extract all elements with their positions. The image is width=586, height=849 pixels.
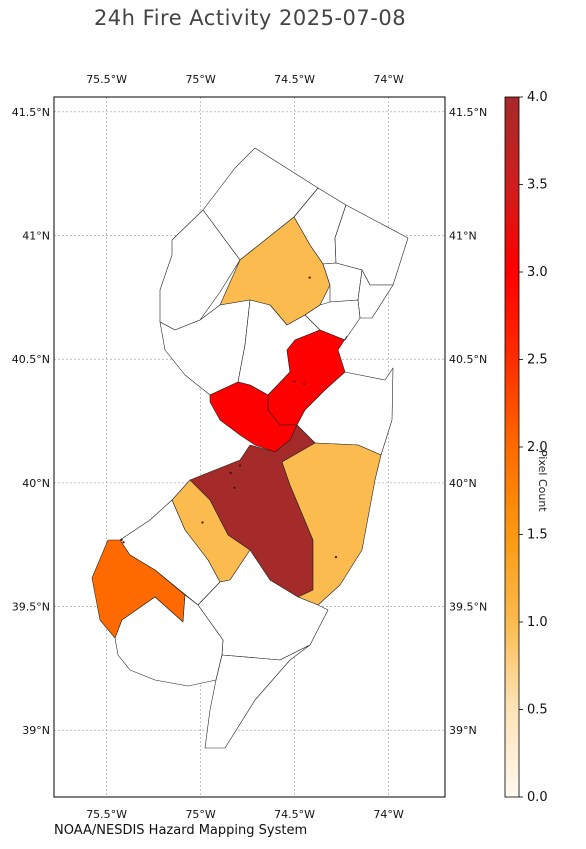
fire-point <box>302 382 306 386</box>
axis-ticks: 75.5°W 75.5°W 75°W 75°W 74.5°W 74.5°W 74°W 74°W… <box>12 73 487 821</box>
fire-point <box>308 276 311 279</box>
lon-tick-label-bottom: 74.5°W <box>274 808 315 821</box>
fire-point <box>201 521 204 524</box>
lon-tick-label-top: 74°W <box>373 73 403 86</box>
colorbar-tick-label: 3.5 <box>527 178 548 193</box>
county-ocean <box>281 442 382 606</box>
lat-tick-label-right: 41°N <box>449 230 477 243</box>
lat-tick-label-right: 39.5°N <box>449 601 487 614</box>
colorbar-tick-label: 0.0 <box>527 790 548 805</box>
fire-point <box>229 471 232 475</box>
fire-point <box>239 464 242 467</box>
lat-tick-label-right: 40.5°N <box>449 353 487 366</box>
map-title: 24h Fire Activity 2025-07-08 <box>93 6 407 30</box>
county-cape-may <box>204 644 311 749</box>
map-frame <box>53 96 446 798</box>
colorbar-ticks: 0.0 0.5 1.0 1.5 2.0 2.5 3.0 3.5 4.0 <box>519 90 548 805</box>
colorbar-tick-label: 0.5 <box>527 703 548 718</box>
fire-point <box>120 538 123 541</box>
fire-point <box>233 486 236 489</box>
lat-tick-label-left: 40.5°N <box>12 353 50 366</box>
lon-tick-label-bottom: 75.5°W <box>86 808 127 821</box>
lat-tick-label-left: 39.5°N <box>12 601 50 614</box>
lon-tick-label-top: 75°W <box>185 73 215 86</box>
colorbar-tick-label: 3.0 <box>527 265 548 280</box>
colorbar <box>504 96 520 798</box>
lat-tick-label-left: 39°N <box>22 724 50 737</box>
lon-tick-label-bottom: 74°W <box>373 808 403 821</box>
fire-point <box>122 541 125 544</box>
colorbar-tick-label: 2.0 <box>527 440 548 455</box>
lat-tick-label-right: 41.5°N <box>449 106 487 119</box>
lat-tick-label-left: 41.5°N <box>12 106 50 119</box>
lon-tick-label-top: 74.5°W <box>274 73 315 86</box>
lon-tick-label-top: 75.5°W <box>86 73 127 86</box>
fire-point <box>334 555 338 559</box>
lat-tick-label-right: 39°N <box>449 724 477 737</box>
lon-tick-label-bottom: 75°W <box>185 808 215 821</box>
county-cumberland <box>114 594 224 687</box>
source-credit: NOAA/NESDIS Hazard Mapping System <box>54 823 308 838</box>
county-layer <box>91 147 409 749</box>
colorbar-tick-label: 1.5 <box>527 528 548 543</box>
lat-tick-label-left: 40°N <box>22 477 50 490</box>
colorbar-tick-label: 1.0 <box>527 615 548 630</box>
lat-tick-label-right: 40°N <box>449 477 477 490</box>
lat-tick-label-left: 41°N <box>22 230 50 243</box>
colorbar-tick-label: 4.0 <box>527 90 548 105</box>
fire-points <box>120 276 338 559</box>
colorbar-tick-label: 2.5 <box>527 353 548 368</box>
colorbar-label: Pixel Count <box>536 450 549 512</box>
fire-point <box>293 380 296 383</box>
